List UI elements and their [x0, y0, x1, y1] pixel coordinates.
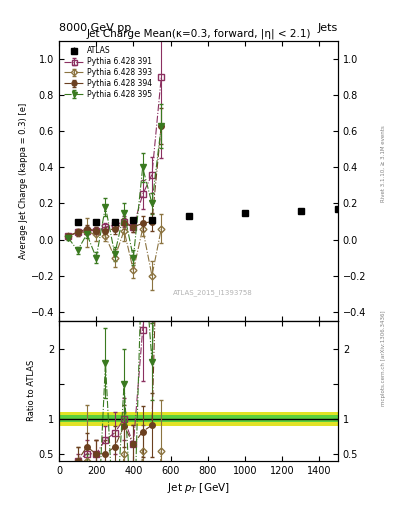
Y-axis label: Ratio to ATLAS: Ratio to ATLAS — [27, 360, 36, 421]
Bar — [171, 412, 217, 426]
Text: Rivet 3.1.10, ≥ 3.1M events: Rivet 3.1.10, ≥ 3.1M events — [381, 125, 386, 202]
Bar — [217, 412, 273, 426]
Text: ATLAS_2015_I1393758: ATLAS_2015_I1393758 — [173, 289, 252, 296]
Bar — [143, 412, 171, 426]
Legend: ATLAS, Pythia 6.428 391, Pythia 6.428 393, Pythia 6.428 394, Pythia 6.428 395: ATLAS, Pythia 6.428 391, Pythia 6.428 39… — [63, 45, 154, 100]
Bar — [87, 415, 105, 422]
X-axis label: Jet $p_T$ [GeV]: Jet $p_T$ [GeV] — [167, 481, 230, 495]
Bar — [124, 412, 143, 426]
Bar — [273, 415, 320, 422]
Bar — [320, 415, 338, 422]
Bar — [59, 412, 87, 426]
Bar — [217, 415, 273, 422]
Text: Jets: Jets — [318, 23, 338, 33]
Text: 8000 GeV pp: 8000 GeV pp — [59, 23, 131, 33]
Text: mcplots.cern.ch [arXiv:1306.3436]: mcplots.cern.ch [arXiv:1306.3436] — [381, 311, 386, 406]
Bar — [59, 415, 87, 422]
Bar — [143, 415, 171, 422]
Bar — [105, 415, 124, 422]
Bar — [105, 412, 124, 426]
Bar — [171, 415, 217, 422]
Bar — [87, 412, 105, 426]
Title: Jet Charge Mean(κ=0.3, forward, |η| < 2.1): Jet Charge Mean(κ=0.3, forward, |η| < 2.… — [86, 29, 311, 39]
Y-axis label: Average Jet Charge (kappa = 0.3) [e]: Average Jet Charge (kappa = 0.3) [e] — [19, 103, 28, 259]
Bar — [124, 415, 143, 422]
Bar — [273, 412, 320, 426]
Bar — [320, 412, 338, 426]
